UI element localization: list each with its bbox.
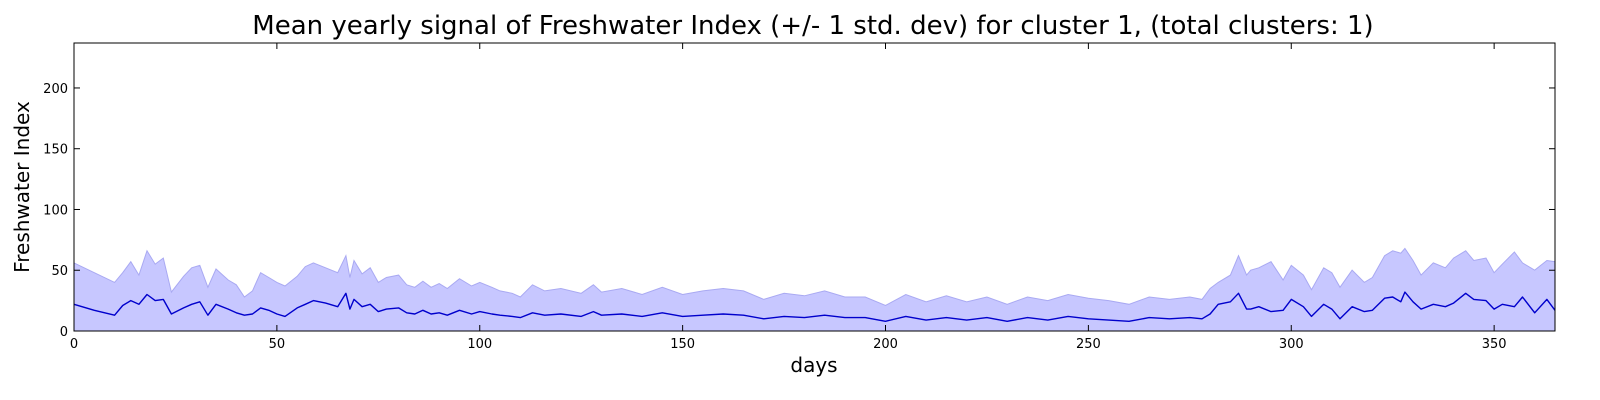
x-tick-label: 350 <box>1482 337 1507 352</box>
plot-area <box>73 247 1556 332</box>
mean-line <box>73 291 1556 322</box>
plot-frame <box>73 42 1556 332</box>
x-tick-label: 0 <box>70 337 78 352</box>
y-tick-label: 150 <box>43 143 68 158</box>
y-axis-label: Freshwater Index <box>10 101 34 273</box>
x-tick-label: 50 <box>269 337 286 352</box>
x-tick-label: 100 <box>467 337 492 352</box>
std-dev-band <box>73 247 1556 332</box>
y-tick-label: 50 <box>51 264 68 279</box>
x-axis-label: days <box>790 353 837 377</box>
x-tick-label: 200 <box>873 337 898 352</box>
x-tick-label: 250 <box>1076 337 1101 352</box>
axis-ticks: 0 50 100 150 200 250 300 350 0 50 100 150 200 <box>43 43 1555 352</box>
x-tick-label: 150 <box>670 337 695 352</box>
y-tick-label: 0 <box>60 325 68 340</box>
x-tick-label: 300 <box>1279 337 1304 352</box>
y-tick-label: 200 <box>43 82 68 97</box>
chart-title: Mean yearly signal of Freshwater Index (… <box>252 11 1373 41</box>
y-tick-label: 100 <box>43 203 68 218</box>
